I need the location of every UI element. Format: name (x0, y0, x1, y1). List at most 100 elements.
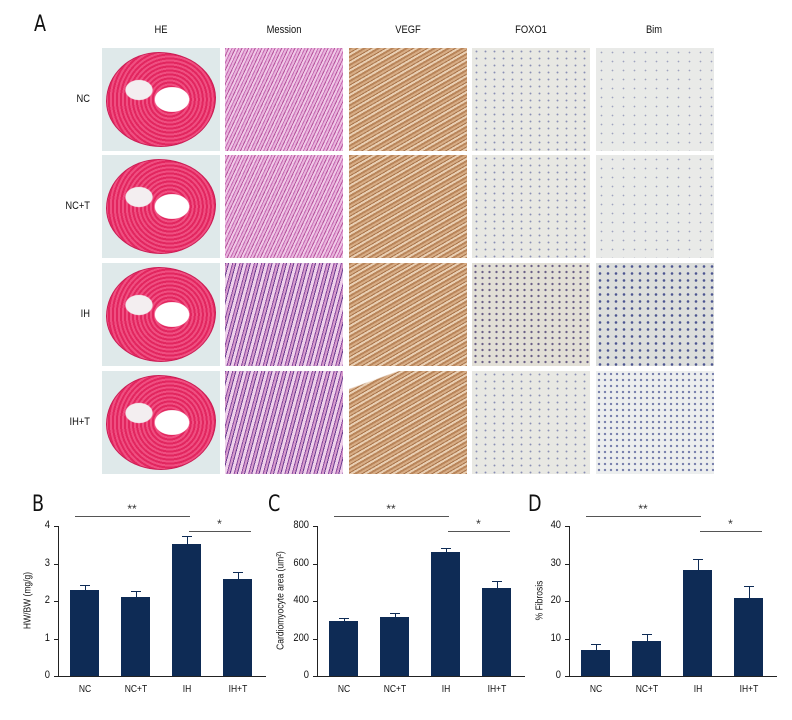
micrograph-vegf-ih (349, 263, 467, 366)
y-tick-d (565, 563, 569, 565)
y-tick-b (54, 563, 58, 565)
error-cap-b (181, 536, 192, 538)
bar-c-nc (329, 620, 358, 676)
micrograph-foxo1-ih (472, 263, 590, 366)
error-bar-c (343, 618, 345, 621)
x-tick-label-d: IH+T (739, 684, 758, 695)
bar-c-nc-t (380, 617, 409, 676)
error-cap-c (440, 547, 451, 549)
y-tick-label-d: 20 (550, 594, 561, 606)
panel-letter-b: B (32, 492, 45, 517)
y-tick-label-d: 30 (550, 556, 561, 569)
row-header-ih-t: IH+T (69, 416, 90, 428)
column-header-vegf: VEGF (395, 24, 421, 36)
panel-letter-a: A (34, 12, 47, 37)
bar-d-nc (581, 649, 610, 676)
error-cap-c (389, 613, 400, 615)
micrograph-vegf-nc (349, 48, 467, 151)
significance-line-d (699, 531, 762, 532)
micrograph-bim-ih (596, 263, 714, 366)
panel-letter-c: C (268, 492, 281, 517)
micrograph-foxo1-nc (472, 48, 590, 151)
y-axis-b (58, 526, 59, 676)
error-bar-d (595, 644, 597, 650)
y-tick-label-c: 200 (293, 631, 309, 644)
significance-line-c (447, 531, 510, 532)
bar-d-ih (683, 570, 712, 676)
bar-c-ih (431, 551, 460, 676)
error-cap-c (491, 581, 502, 583)
error-cap-d (590, 644, 601, 646)
error-bar-b (135, 590, 137, 597)
x-axis-d (569, 676, 777, 677)
micrograph-mession-nc-t (225, 155, 343, 258)
y-tick-label-b: 4 (44, 519, 50, 531)
y-tick-label-b: 1 (44, 631, 50, 644)
y-axis-label-b: HW/BW (mg/g) (22, 571, 34, 630)
y-tick-label-c: 0 (303, 669, 309, 681)
error-bar-d (748, 586, 750, 598)
y-tick-d (565, 676, 569, 677)
y-axis-c (317, 526, 318, 676)
error-bar-b (186, 536, 188, 544)
significance-label-d: * (728, 517, 733, 531)
bar-b-nc (70, 589, 99, 676)
error-bar-b (84, 585, 86, 590)
y-tick-c (313, 563, 317, 565)
micrograph-bim-nc (596, 48, 714, 151)
y-tick-d (565, 526, 569, 527)
y-tick-b (54, 638, 58, 640)
column-header-mession: Mession (266, 24, 302, 36)
error-bar-c (445, 547, 447, 552)
y-tick-d (565, 638, 569, 640)
micrograph-mession-ih (225, 263, 343, 366)
y-tick-b (54, 676, 58, 677)
micrograph-he-ih (102, 263, 220, 366)
significance-line-b (74, 516, 190, 517)
micrograph-mession-ih-t (225, 371, 343, 474)
row-header-nc-t: NC+T (65, 200, 90, 212)
x-tick-label-c: IH+T (487, 684, 506, 695)
x-tick-label-c: IH (441, 684, 450, 695)
x-tick-label-d: NC+T (635, 684, 658, 695)
y-tick-label-b: 2 (44, 594, 50, 606)
significance-line-d (585, 516, 701, 517)
row-header-nc: NC (76, 93, 90, 105)
significance-line-c (333, 516, 449, 517)
y-axis-d (569, 526, 570, 676)
error-cap-d (641, 633, 652, 635)
error-bar-d (697, 558, 699, 571)
y-tick-c (313, 638, 317, 640)
bar-d-nc-t (632, 641, 661, 676)
x-tick-label-b: NC (78, 684, 91, 695)
x-tick-label-d: IH (693, 684, 702, 695)
micrograph-vegf-nc-t (349, 155, 467, 258)
bar-d-ih-t (734, 597, 763, 676)
significance-label-d: ** (638, 502, 648, 516)
row-header-ih: IH (80, 308, 90, 320)
micrograph-he-ih-t (102, 371, 220, 474)
y-tick-c (313, 676, 317, 677)
y-tick-c (313, 526, 317, 527)
y-tick-d (565, 601, 569, 602)
error-cap-b (232, 571, 243, 573)
bar-b-nc-t (121, 596, 150, 676)
micrograph-mession-nc (225, 48, 343, 151)
significance-label-c: ** (386, 502, 396, 516)
micrograph-bim-nc-t (596, 155, 714, 258)
error-bar-c (496, 581, 498, 588)
x-axis-b (58, 676, 266, 677)
bar-c-ih-t (482, 587, 511, 676)
significance-line-b (188, 531, 251, 532)
column-header-he: HE (154, 24, 168, 36)
micrograph-he-nc-t (102, 155, 220, 258)
y-tick-b (54, 601, 58, 602)
y-tick-label-d: 0 (555, 669, 561, 681)
error-bar-b (237, 571, 239, 579)
x-tick-label-c: NC+T (383, 684, 406, 695)
y-tick-label-b: 0 (44, 669, 50, 681)
y-tick-label-b: 3 (44, 556, 50, 569)
error-cap-c (338, 618, 349, 620)
micrograph-vegf-ih-t (349, 371, 467, 474)
micrograph-bim-ih-t (596, 371, 714, 474)
